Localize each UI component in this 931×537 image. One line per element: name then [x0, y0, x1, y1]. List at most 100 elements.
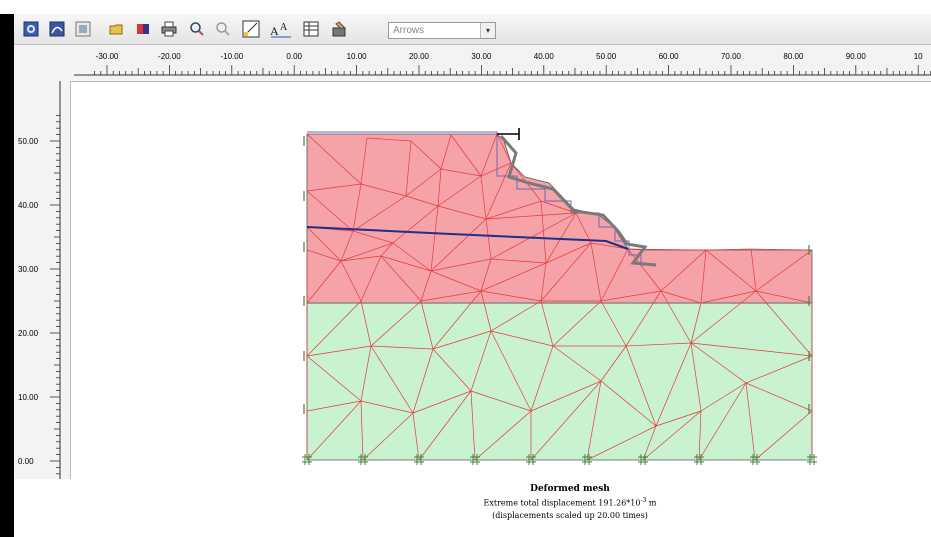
mesh-element-edge	[430, 218, 487, 272]
mesh-element-edge	[480, 175, 487, 220]
calculations-button[interactable]	[20, 18, 42, 40]
horizontal-ruler-svg: -30.00 -20.00 -10.00 0.00 10.00 20.00 30.00 40.…	[74, 52, 931, 76]
horizontal-ruler-label: 10.00	[347, 52, 368, 61]
mesh-element-edge	[490, 330, 532, 412]
upper-soil-layer[interactable]	[306, 133, 813, 304]
mesh-element-edge	[437, 175, 482, 207]
color-button[interactable]	[132, 18, 154, 40]
mesh-element-edge	[755, 290, 813, 357]
mesh-element-edge	[590, 242, 629, 250]
horizontal-ruler-label: 30.00	[471, 52, 492, 61]
mesh-element-edge	[485, 162, 512, 220]
mesh-element-edge	[540, 200, 577, 214]
display-mode-value: Arrows	[393, 25, 425, 36]
scale-button[interactable]	[240, 18, 262, 40]
mesh-element-edge	[430, 270, 482, 292]
mesh-element-edge	[306, 260, 342, 304]
caption-displacement-exponent: -3	[640, 497, 647, 504]
display-mode-select[interactable]: Arrows ▾	[388, 22, 496, 39]
lower-soil-layer[interactable]	[306, 302, 813, 461]
mesh-element-edge	[352, 183, 362, 232]
mesh-element-edge	[745, 382, 813, 412]
mesh-element-edge	[432, 290, 482, 350]
mesh-element-edge	[360, 137, 368, 185]
print-button[interactable]	[158, 18, 180, 40]
mesh-element-edge	[625, 290, 662, 347]
tools-button[interactable]	[328, 18, 350, 40]
mesh-element-edge	[490, 330, 554, 347]
mesh-element-edge	[705, 248, 752, 251]
mesh-element-edge	[540, 242, 592, 302]
drawing-canvas[interactable]	[70, 81, 931, 479]
open-button[interactable]	[106, 18, 128, 40]
mesh-element-edge	[655, 410, 702, 427]
mesh-element-edge	[625, 342, 692, 347]
scale-icon	[242, 20, 260, 38]
horizontal-ruler: -30.00 -20.00 -10.00 0.00 10.00 20.00 30.00 40.…	[14, 45, 931, 81]
mesh-element-edge	[306, 226, 342, 262]
mesh-element-edge	[750, 248, 813, 251]
caption-displacement: Extreme total displacement 191.26*10-3 m	[370, 497, 770, 508]
full-fixity-marker	[526, 454, 536, 465]
mesh-element-edge	[480, 262, 547, 292]
mesh-element-edge	[655, 342, 692, 427]
mesh-element-edge	[660, 249, 707, 292]
mesh-element-edge	[380, 242, 394, 257]
vertical-ruler-label: 20.00	[18, 329, 39, 338]
full-fixity-marker	[807, 454, 817, 465]
mesh-element-edge	[306, 300, 362, 357]
mesh-element-edge	[370, 345, 434, 350]
mesh-element-edge	[306, 400, 362, 461]
curves-button[interactable]	[46, 18, 68, 40]
mesh-element-edge	[450, 134, 482, 177]
mesh-element-edge	[437, 205, 487, 220]
mesh-element-edge	[755, 290, 813, 304]
zoom-in-button[interactable]	[186, 18, 208, 40]
mesh-element-edge	[420, 300, 434, 350]
full-fixity-marker	[302, 454, 312, 465]
horizontal-ruler-label: 60.00	[659, 52, 680, 61]
vertical-ruler-label: 0.00	[18, 457, 34, 466]
mesh-element-edge	[360, 183, 407, 197]
mesh-element-edge	[392, 205, 439, 244]
input-button[interactable]	[72, 18, 94, 40]
mesh-element-edge	[440, 134, 452, 170]
mesh-element-edge	[745, 382, 756, 461]
full-fixity-marker	[750, 454, 760, 465]
caption-displacement-prefix: Extreme total displacement 191.26*10	[483, 498, 641, 508]
mesh-element-edge	[600, 290, 662, 302]
chevron-down-icon[interactable]: ▾	[480, 23, 495, 38]
mesh-element-edge	[380, 255, 422, 302]
mesh-element-edge	[660, 290, 692, 344]
mesh-element-edge	[690, 342, 813, 357]
mesh-element-edge	[405, 168, 442, 197]
vertical-ruler-label: 10.00	[18, 393, 39, 402]
mesh-element-edge	[412, 390, 472, 414]
mesh-element-edge	[412, 412, 420, 461]
plot-caption: Deformed mesh Extreme total displacement…	[370, 484, 770, 520]
horizontal-ruler-label: -10.00	[220, 52, 243, 61]
mesh-element-edge	[370, 300, 422, 347]
horizontal-ruler-label: 90.00	[846, 52, 867, 61]
mesh-element-edge	[470, 390, 476, 461]
mesh-element-edge	[750, 248, 757, 292]
mesh-element-edge	[575, 212, 592, 244]
zoom-out-button[interactable]	[212, 18, 234, 40]
mesh-element-edge	[690, 290, 757, 344]
table-button[interactable]	[300, 18, 322, 40]
mesh-element-edge	[306, 249, 342, 262]
mesh-element-edge	[545, 242, 592, 264]
wall-element	[499, 135, 657, 267]
mesh-element-edge	[340, 255, 382, 262]
mesh-element-edge	[306, 345, 372, 357]
full-fixity-marker	[414, 454, 424, 465]
mesh-element-edge	[690, 302, 702, 344]
mesh-element-edge	[627, 248, 662, 292]
full-fixity-marker	[638, 454, 648, 465]
mesh-element-edge	[490, 212, 577, 260]
horizontal-ruler-label: 20.00	[409, 52, 430, 61]
mesh-element-edge	[360, 400, 364, 461]
svg-text:A: A	[270, 24, 279, 38]
